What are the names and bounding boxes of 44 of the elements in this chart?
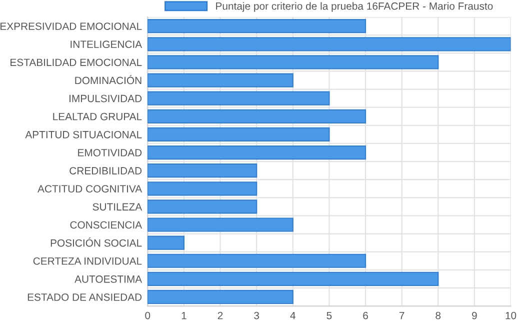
y-tick-label: IMPULSIVIDAD: [70, 94, 142, 102]
bar: [148, 200, 258, 214]
bar: [148, 254, 366, 268]
bar: [148, 145, 366, 160]
x-tick-label: 3: [254, 312, 260, 320]
y-tick-label: ESTADO DE ANSIEDAD: [28, 293, 142, 301]
x-tick-label: 4: [290, 312, 296, 320]
x-tick-label: 8: [436, 312, 441, 320]
x-tick-label: 0: [145, 312, 150, 320]
y-tick-label: ACTITUD COGNITIVA: [38, 185, 142, 193]
x-tick-label: 10: [506, 312, 516, 320]
y-tick-label: INTELIGENCIA: [70, 40, 142, 48]
bar: [148, 290, 294, 304]
x-tick-label: 6: [363, 312, 368, 320]
legend-label: Puntaje por criterio de la prueba 16FACPER - Mario Frausto: [216, 2, 493, 12]
bar: [148, 164, 258, 178]
y-tick-label: ESTABILIDAD EMOCIONAL: [10, 58, 142, 66]
bar: [148, 127, 330, 142]
bar: [148, 19, 366, 34]
y-tick-label: SUTILEZA: [92, 203, 142, 211]
x-tick-label: 2: [218, 312, 223, 320]
y-tick-label: AUTOESTIMA: [74, 275, 142, 283]
x-tick-label: 5: [326, 312, 332, 320]
bar: [148, 55, 439, 70]
bar: [148, 218, 294, 232]
bar: [148, 236, 184, 250]
bar: [148, 73, 294, 88]
y-tick-label: CREDIBILIDAD: [70, 167, 142, 174]
bar: [148, 109, 366, 124]
y-tick-label: EMOTIVIDAD: [78, 149, 142, 156]
x-tick-label: 1: [182, 312, 186, 320]
y-tick-label: POSICIÓN SOCIAL: [50, 238, 142, 247]
y-tick-label: CERTEZA INDIVIDUAL: [33, 257, 142, 265]
bar: [148, 182, 258, 196]
y-tick-label: CONSCIENCIA: [70, 221, 142, 229]
y-tick-label: LEALTAD GRUPAL: [53, 112, 142, 120]
bar: [148, 91, 330, 106]
x-tick-label: 7: [399, 312, 404, 320]
y-tick-label: EXPRESIVIDAD EMOCIONAL: [0, 22, 142, 30]
bar: [148, 37, 511, 52]
bar: [148, 272, 439, 286]
y-tick-label: DOMINACIÓN: [75, 75, 142, 84]
y-tick-label: APTITUD SITUACIONAL: [25, 130, 142, 138]
x-tick-label: 9: [472, 312, 477, 320]
